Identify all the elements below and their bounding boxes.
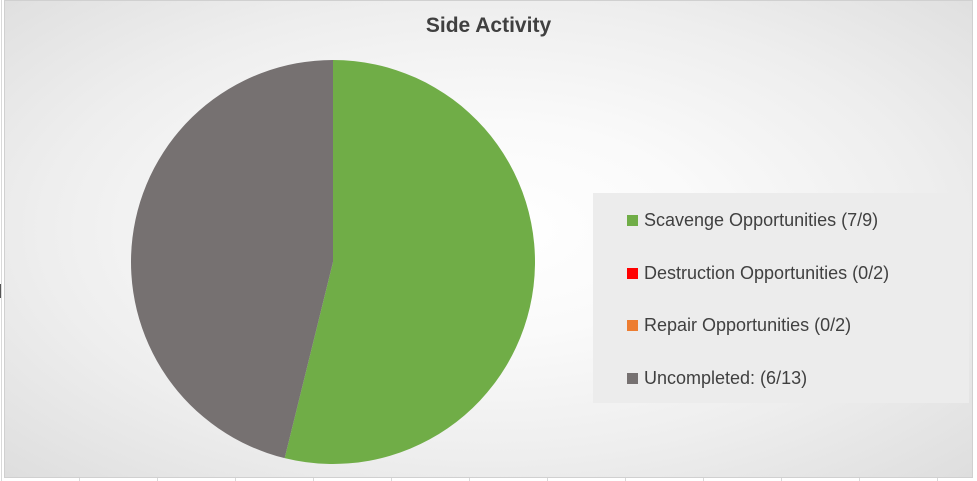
pie-slice-3[interactable] <box>131 60 333 459</box>
chart-title: Side Activity <box>425 14 552 37</box>
legend-label-destruction: Destruction Opportunities (0/2) <box>644 262 890 283</box>
legend-swatch-uncompleted <box>627 372 638 384</box>
pie-slices <box>131 60 536 464</box>
legend-item-repair[interactable]: Repair Opportunities (0/2) <box>593 314 969 367</box>
legend-item-uncompleted[interactable]: Uncompleted: (6/13) <box>593 367 969 420</box>
legend-label-uncompleted: Uncompleted: (6/13) <box>644 367 808 388</box>
pie-slice-0[interactable] <box>284 60 536 464</box>
legend-item-destruction[interactable]: Destruction Opportunities (0/2) <box>593 262 969 315</box>
legend-swatch-scavenge <box>627 215 638 226</box>
sheet-edge-tick <box>0 284 5 298</box>
legend-label-scavenge: Scavenge Opportunities (7/9) <box>644 210 879 230</box>
legend-swatch-repair <box>627 320 638 331</box>
legend-swatch-destruction <box>627 267 638 279</box>
legend-label-repair: Repair Opportunities (0/2) <box>644 315 852 335</box>
legend-item-scavenge[interactable]: Scavenge Opportunities (7/9) <box>593 209 969 262</box>
chart-legend[interactable]: Scavenge Opportunities (7/9) Destruction… <box>593 193 969 403</box>
